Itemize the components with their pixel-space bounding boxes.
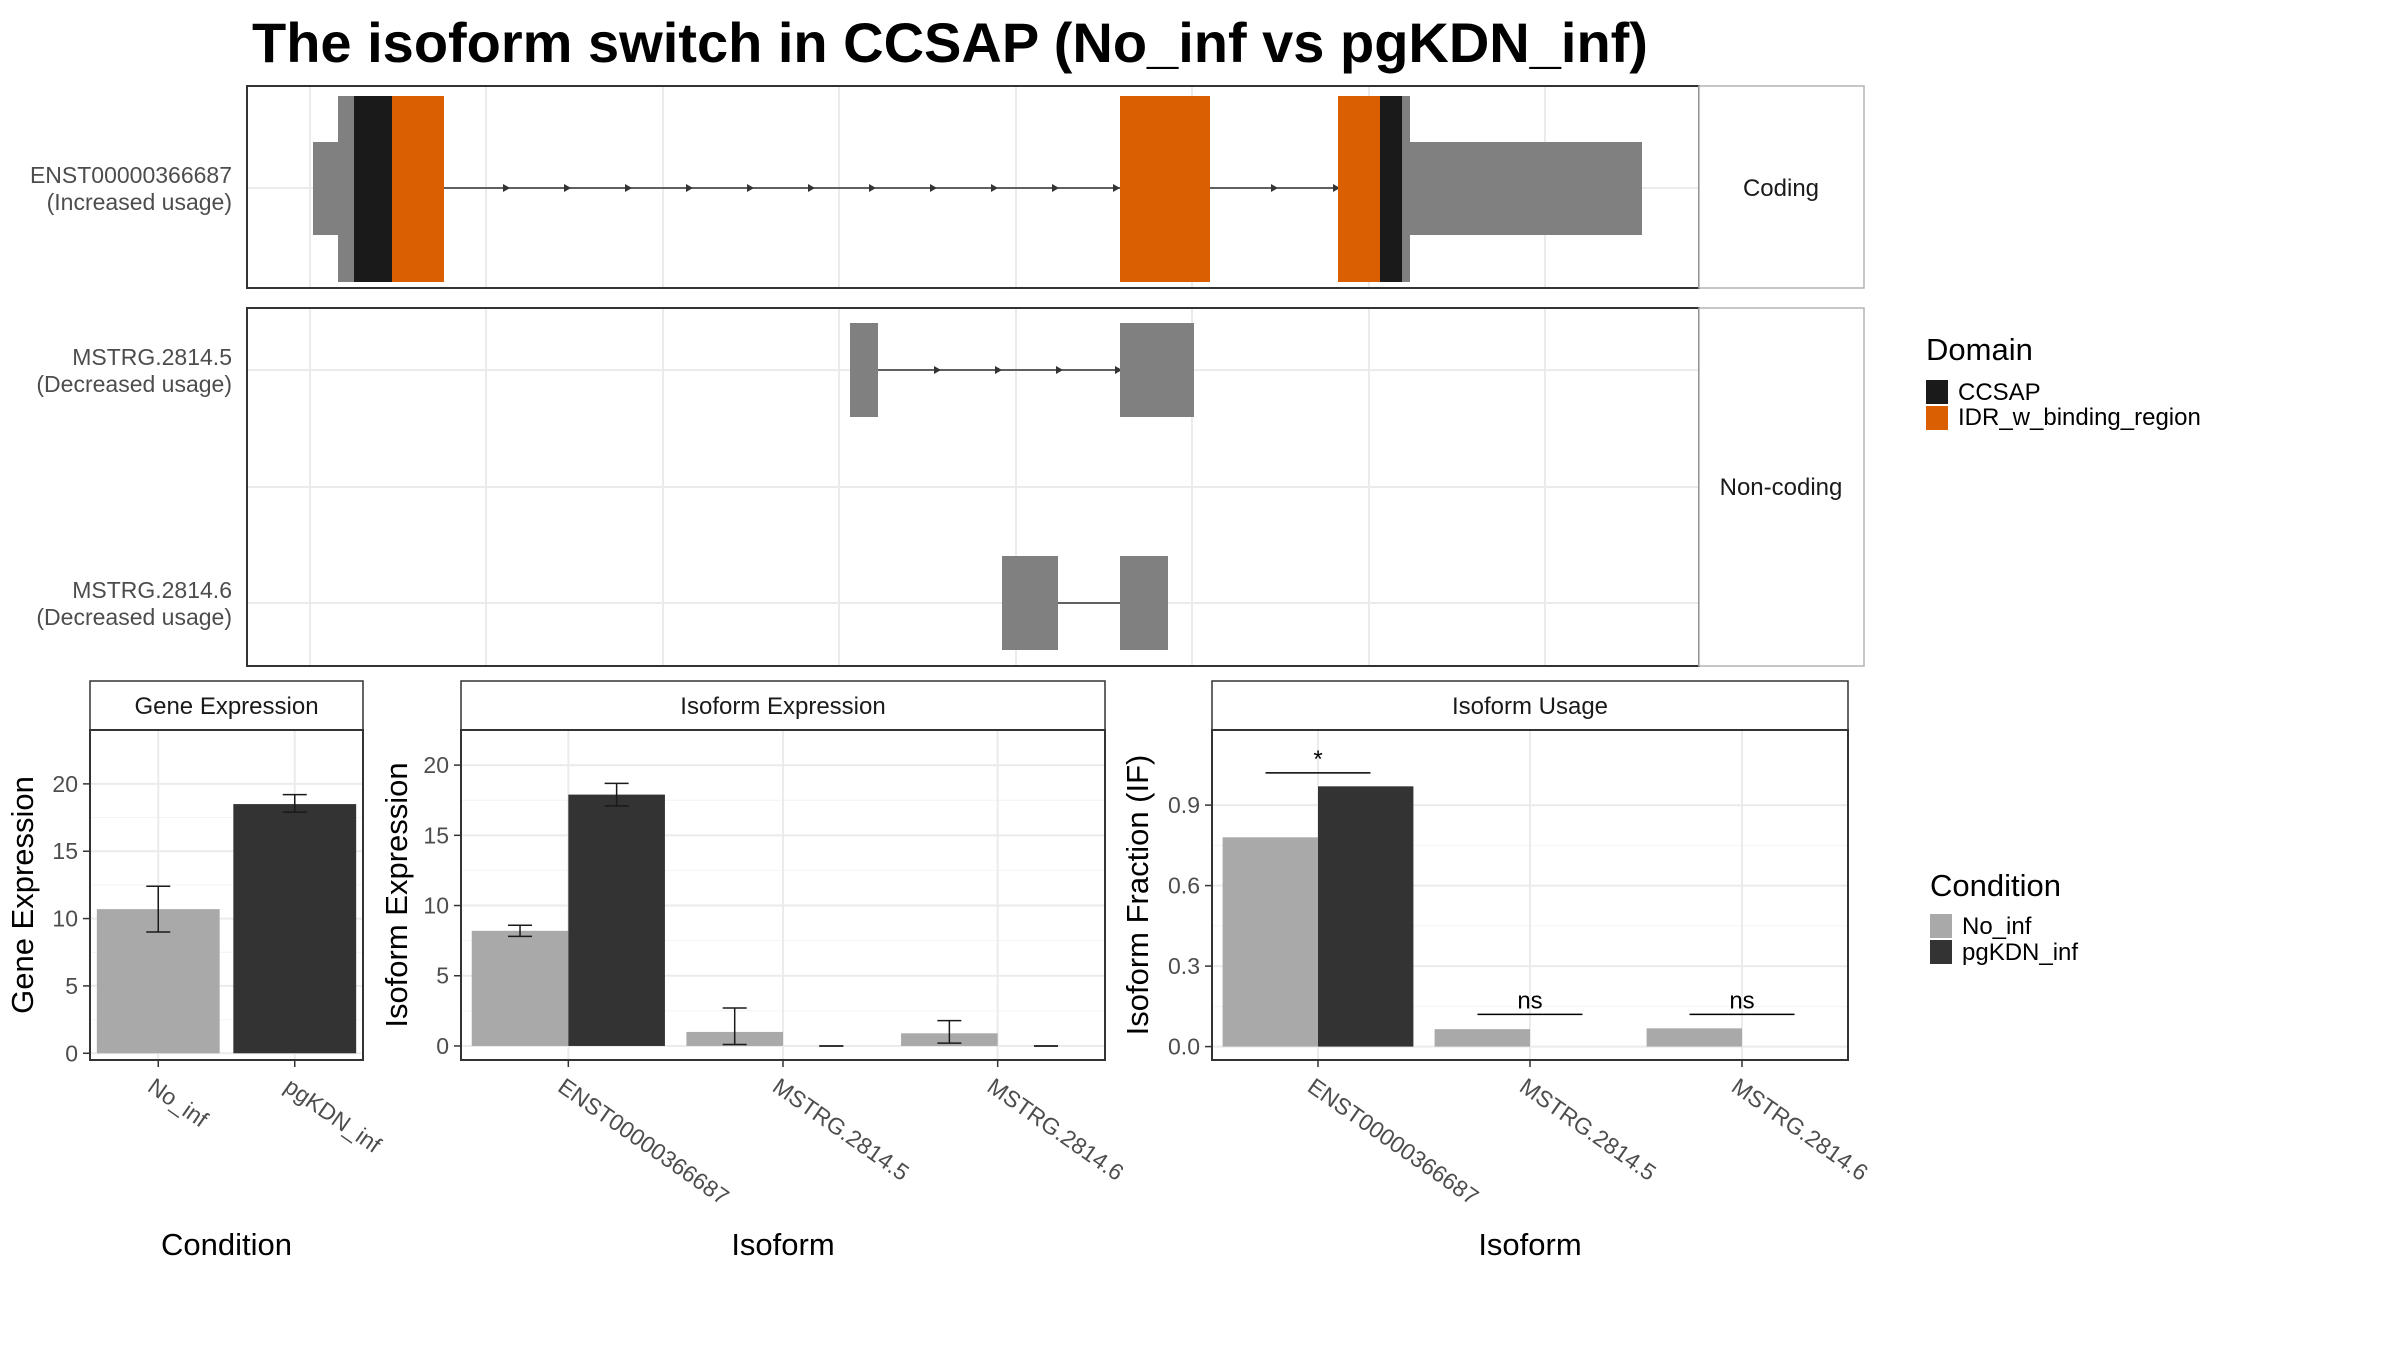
row-label-mstrg-2814-5: MSTRG.2814.5 (72, 344, 232, 370)
structure-coding-panel: Coding (246, 85, 1865, 289)
x-tick-label: ENST00000366687 (553, 1073, 733, 1210)
strip-coding-label: Coding (1743, 175, 1819, 202)
significance-label: ns (1517, 987, 1542, 1014)
utr-exon (1410, 142, 1642, 235)
x-tick-label: MSTRG.2814.6 (1727, 1073, 1873, 1186)
coding-exon (1402, 96, 1410, 282)
x-tick-label: MSTRG.2814.5 (1515, 1073, 1661, 1186)
coding-exon (338, 96, 354, 282)
strip-noncoding (1698, 307, 1865, 667)
noncoding-panel-grid (247, 308, 1699, 666)
row-usage-mstrg-2814-6: (Decreased usage) (36, 604, 232, 630)
y-tick-label: 0 (436, 1033, 449, 1059)
transcript-mstrg-2814-5 (850, 323, 1194, 417)
y-tick-label: 0 (65, 1040, 78, 1066)
domain-ccsap (354, 96, 392, 282)
panel-border (89, 729, 364, 1061)
y-tick-label: 10 (423, 893, 449, 919)
domain-idr-binding (1120, 96, 1210, 282)
significance-label: ns (1729, 987, 1754, 1014)
domain-legend-title: Domain (1926, 332, 2033, 367)
y-tick-label: 15 (52, 838, 78, 864)
isoform-usage-chart: Isoform Usage * ns ns 0.0 0.3 0.6 0.9 ENST000003… (1120, 680, 1873, 1262)
strip-coding (1698, 85, 1865, 289)
isoform-row-labels: ENST00000366687 (Increased usage) MSTRG.… (30, 162, 232, 630)
x-tick-label: MSTRG.2814.6 (983, 1073, 1129, 1186)
panel-strip-label: Gene Expression (134, 693, 318, 720)
domain-idr-binding (392, 96, 444, 282)
legend-key-pgkdn-inf (1930, 940, 1952, 964)
exon (850, 323, 878, 417)
row-label-mstrg-2814-6: MSTRG.2814.6 (72, 577, 232, 603)
legend-label-pgkdn-inf: pgKDN_inf (1962, 939, 2078, 966)
y-tick-label: 0.3 (1168, 953, 1200, 979)
y-tick-label: 0.0 (1168, 1034, 1200, 1060)
bar-no-inf (1222, 837, 1318, 1047)
strip-noncoding-label: Non-coding (1720, 474, 1843, 501)
condition-legend-title: Condition (1930, 868, 2061, 903)
domain-idr-binding (1338, 96, 1380, 282)
utr-exon (313, 142, 340, 235)
y-axis-title: Isoform Fraction (IF) (1120, 755, 1155, 1036)
y-tick-label: 20 (52, 771, 78, 797)
x-tick-label: No_inf (143, 1073, 213, 1133)
panel-strip-label: Isoform Expression (680, 693, 885, 720)
structure-noncoding-panel: Non-coding (246, 307, 1865, 667)
exon (1120, 323, 1194, 417)
intron-arrows (503, 184, 1340, 192)
gene-expression-chart: Gene Expression 0 5 10 15 20 No_inf pgKDN_inf Co… (5, 680, 387, 1262)
bar-no-inf (1434, 1029, 1530, 1047)
intron-arrows (934, 366, 1122, 374)
exon (1120, 556, 1168, 650)
y-tick-label: 0.6 (1168, 873, 1200, 899)
x-axis-title: Condition (161, 1227, 292, 1262)
x-tick-label: ENST00000366687 (1303, 1073, 1483, 1210)
y-tick-label: 5 (436, 963, 449, 989)
legend-key-ccsap (1926, 380, 1948, 404)
x-tick-label: pgKDN_inf (280, 1073, 387, 1158)
y-tick-label: 20 (423, 752, 449, 778)
exon (1002, 556, 1058, 650)
x-tick-label: MSTRG.2814.5 (768, 1073, 914, 1186)
bar-pgkdn-inf (1318, 786, 1414, 1047)
row-label-enst00000366687: ENST00000366687 (30, 162, 232, 188)
y-tick-label: 15 (423, 822, 449, 848)
figure-title: The isoform switch in CCSAP (No_inf vs p… (252, 11, 1648, 74)
significance-label: * (1313, 746, 1322, 773)
panel-strip (1211, 680, 1849, 731)
domain-legend: Domain CCSAP IDR_w_binding_region (1926, 332, 2201, 431)
transcript-enst00000366687 (313, 96, 1642, 282)
legend-key-idr (1926, 406, 1948, 430)
x-axis-title: Isoform (1478, 1227, 1581, 1262)
y-tick-label: 0.9 (1168, 792, 1200, 818)
row-usage-enst00000366687: (Increased usage) (47, 189, 232, 215)
row-usage-mstrg-2814-5: (Decreased usage) (36, 371, 232, 397)
domain-ccsap (1380, 96, 1402, 282)
legend-label-idr: IDR_w_binding_region (1958, 404, 2201, 431)
bar-no-inf (96, 909, 220, 1054)
isoform-expression-chart: Isoform Expression 0 5 10 15 20 ENST0000036668… (379, 680, 1129, 1262)
bar-no-inf (471, 930, 569, 1046)
condition-legend: Condition No_inf pgKDN_inf (1930, 868, 2078, 966)
bar-no-inf (1646, 1028, 1742, 1047)
y-axis-title: Isoform Expression (379, 762, 414, 1027)
panel-strip (89, 680, 364, 731)
transcript-mstrg-2814-6 (1002, 556, 1168, 650)
y-tick-label: 5 (65, 973, 78, 999)
y-tick-label: 10 (52, 906, 78, 932)
panel-strip-label: Isoform Usage (1452, 693, 1608, 720)
bar-pgkdn-inf (568, 794, 665, 1046)
legend-label-ccsap: CCSAP (1958, 379, 2041, 406)
legend-label-no-inf: No_inf (1962, 913, 2032, 940)
x-axis-title: Isoform (731, 1227, 834, 1262)
bar-pgkdn-inf (233, 804, 357, 1054)
panel-strip (460, 680, 1106, 731)
legend-key-no-inf (1930, 914, 1952, 938)
y-axis-title: Gene Expression (5, 776, 40, 1014)
